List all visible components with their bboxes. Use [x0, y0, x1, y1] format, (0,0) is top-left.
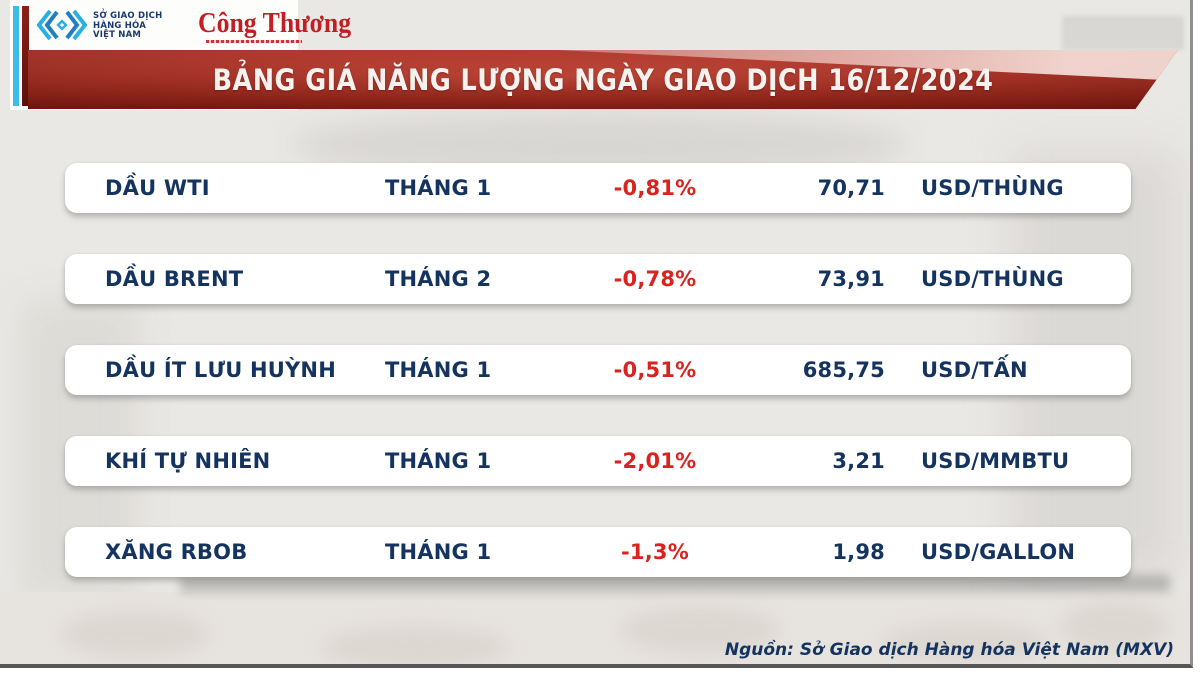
- maroon-accent-bar: [22, 6, 29, 106]
- contract-month: THÁNG 1: [385, 176, 492, 200]
- background-blur-shape: [320, 625, 510, 664]
- price-unit: USD/THÙNG: [921, 176, 1064, 200]
- table-row: DẦU ÍT LƯU HUỲNH THÁNG 1 -0,51% 685,75 U…: [65, 345, 1131, 395]
- contract-month: THÁNG 2: [385, 267, 492, 291]
- commodity-name: DẦU ÍT LƯU HUỲNH: [105, 358, 336, 382]
- contract-month: THÁNG 1: [385, 540, 492, 564]
- price-unit: USD/MMBTU: [921, 449, 1070, 473]
- change-percent: -2,01%: [613, 449, 697, 473]
- table-row: XĂNG RBOB THÁNG 1 -1,3% 1,98 USD/GALLON: [65, 527, 1131, 577]
- cyan-accent-bar: [13, 6, 19, 106]
- price-unit: USD/TẤN: [921, 358, 1028, 382]
- change-percent: -0,51%: [613, 358, 697, 382]
- change-percent: -1,3%: [621, 540, 689, 564]
- title-banner: BẢNG GIÁ NĂNG LƯỢNG NGÀY GIAO DỊCH 16/12…: [28, 50, 1178, 109]
- commodity-name: DẦU WTI: [105, 176, 210, 200]
- background-dark-band: [180, 575, 1170, 592]
- source-credit: Nguồn: Sở Giao dịch Hàng hóa Việt Nam (M…: [724, 640, 1174, 660]
- change-percent: -0,81%: [613, 176, 697, 200]
- background-blur-shape: [60, 610, 210, 658]
- page-title: BẢNG GIÁ NĂNG LƯỢNG NGÀY GIAO DỊCH 16/12…: [212, 62, 994, 97]
- price-value: 70,71: [817, 176, 885, 200]
- contract-month: THÁNG 1: [385, 358, 492, 382]
- price-value: 685,75: [802, 358, 885, 382]
- table-row: DẦU BRENT THÁNG 2 -0,78% 73,91 USD/THÙNG: [65, 254, 1131, 304]
- background-smudge-topright: [1062, 16, 1184, 50]
- price-unit: USD/GALLON: [921, 540, 1076, 564]
- change-percent: -0,78%: [613, 267, 697, 291]
- mxv-logo-icon: [37, 9, 87, 41]
- price-value: 3,21: [832, 449, 885, 473]
- commodity-name: XĂNG RBOB: [105, 540, 248, 564]
- table-row: KHÍ TỰ NHIÊN THÁNG 1 -2,01% 3,21 USD/MMB…: [65, 436, 1131, 486]
- congthuong-tagline-bar: [206, 40, 302, 43]
- commodity-name: DẦU BRENT: [105, 267, 244, 291]
- contract-month: THÁNG 1: [385, 449, 492, 473]
- price-value: 1,98: [832, 540, 885, 564]
- commodity-name: KHÍ TỰ NHIÊN: [105, 449, 271, 473]
- price-unit: USD/THÙNG: [921, 267, 1064, 291]
- table-row: DẦU WTI THÁNG 1 -0,81% 70,71 USD/THÙNG: [65, 163, 1131, 213]
- congthuong-logo: Công Thương: [198, 8, 352, 39]
- mxv-wordmark: SỞ GIAO DỊCH HÀNG HÓA VIỆT NAM: [93, 11, 163, 40]
- price-value: 73,91: [817, 267, 885, 291]
